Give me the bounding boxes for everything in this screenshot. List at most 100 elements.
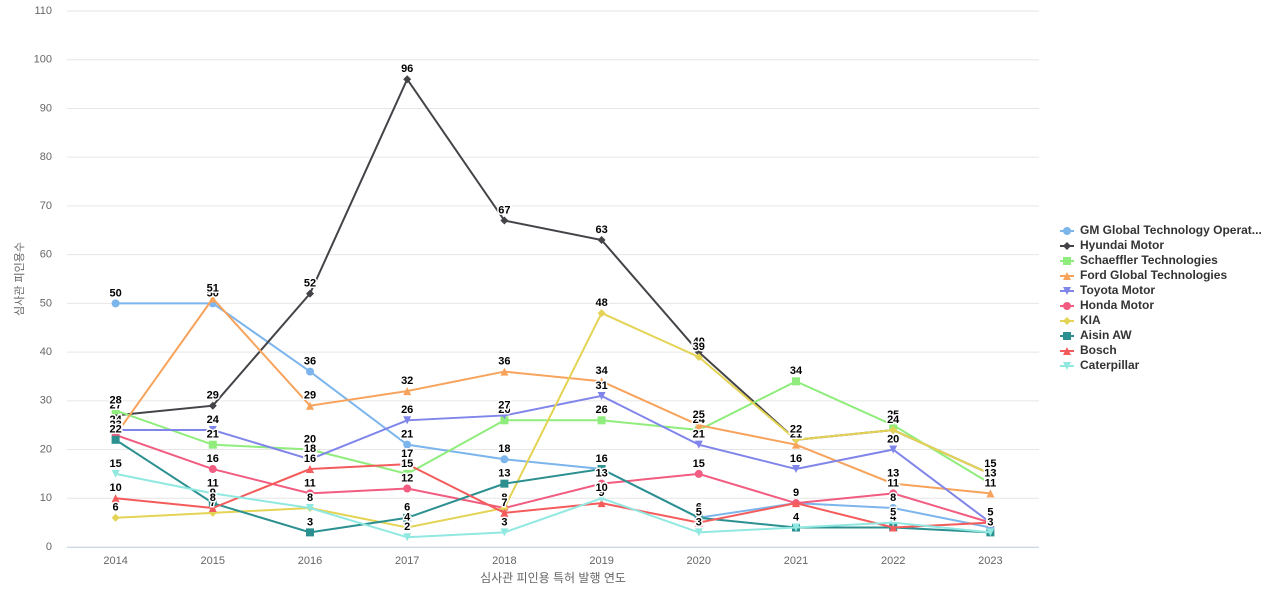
point [111, 435, 120, 444]
x-tick-label: 2023 [978, 555, 1002, 567]
data-label: 21 [693, 429, 705, 441]
data-label: 15 [984, 458, 996, 470]
series [111, 75, 995, 478]
point [500, 528, 509, 537]
series [111, 294, 995, 498]
point [111, 469, 120, 478]
data-label: 32 [401, 375, 413, 387]
legend-marker [1063, 302, 1071, 310]
data-label: 6 [696, 502, 702, 514]
point [792, 435, 800, 444]
data-label: 26 [498, 404, 510, 416]
series [111, 469, 995, 542]
point [597, 499, 606, 508]
series [111, 460, 995, 532]
y-axis-title: 심사관 피인용수 [13, 242, 26, 316]
data-label: 11 [304, 477, 316, 489]
data-label: 18 [498, 443, 510, 455]
data-label: 5 [696, 507, 702, 519]
data-label: 5 [987, 507, 993, 519]
series-line [115, 394, 992, 524]
legend-label: GM Global Technology Operat... [1080, 223, 1262, 237]
point [597, 236, 606, 245]
legend-label: Aisin AW [1080, 328, 1132, 342]
point [694, 426, 703, 435]
x-tick-label: 2015 [201, 555, 225, 567]
data-label: 8 [501, 492, 507, 504]
data-label: 13 [984, 468, 996, 480]
data-label: 22 [109, 424, 121, 436]
legend-marker [1063, 332, 1071, 340]
data-label: 3 [307, 516, 313, 528]
series-line [115, 463, 991, 529]
data-label: 3 [987, 516, 993, 528]
point [694, 348, 703, 357]
data-label: 4 [793, 511, 800, 523]
point [500, 416, 509, 425]
data-label: 11 [985, 477, 997, 489]
data-label: 29 [304, 390, 316, 402]
point [306, 489, 314, 498]
data-label: 23 [109, 419, 121, 431]
data-label: 48 [595, 297, 607, 309]
point [306, 445, 314, 454]
data-label: 39 [693, 341, 705, 353]
data-label: 4 [987, 511, 994, 523]
point [306, 528, 314, 537]
data-label: 24 [207, 414, 220, 426]
point [208, 504, 217, 513]
point [500, 504, 509, 513]
data-label: 20 [887, 433, 899, 445]
point [403, 469, 412, 478]
series-line [114, 296, 991, 495]
data-label: 6 [696, 502, 702, 514]
data-label: 4 [793, 511, 800, 523]
series-line [115, 438, 991, 534]
data-label: 12 [401, 472, 413, 484]
y-tick-label: 20 [40, 443, 52, 455]
data-label: 6 [404, 502, 410, 514]
data-label: 50 [207, 287, 219, 299]
data-label: 18 [304, 443, 316, 455]
point [306, 367, 314, 376]
point [889, 479, 898, 488]
point [889, 421, 898, 430]
series [111, 309, 995, 532]
data-label: 10 [595, 482, 607, 494]
data-label: 50 [109, 287, 121, 299]
data-label: 17 [401, 448, 413, 460]
data-label: 5 [987, 507, 993, 519]
y-tick-label: 70 [40, 200, 52, 212]
x-tick-label: 2021 [784, 555, 808, 567]
data-label: 9 [793, 487, 799, 499]
point [597, 479, 606, 488]
data-label: 4 [890, 511, 897, 523]
point [403, 460, 412, 469]
data-label: 15 [109, 458, 121, 470]
point [208, 465, 217, 474]
data-label: 9 [210, 487, 216, 499]
point [694, 352, 703, 361]
point [597, 465, 606, 474]
y-tick-label: 50 [40, 297, 52, 309]
data-label: 4 [404, 511, 411, 523]
point [986, 518, 995, 527]
data-label: 11 [887, 477, 899, 489]
data-label: 24 [693, 414, 706, 426]
data-label: 15 [984, 458, 996, 470]
point [889, 489, 898, 498]
data-label: 15 [693, 458, 705, 470]
data-label: 34 [595, 365, 608, 377]
data-label: 21 [207, 429, 219, 441]
data-label: 27 [498, 399, 510, 411]
data-label: 6 [113, 502, 119, 514]
x-tick-label: 2019 [589, 555, 613, 567]
point [208, 440, 217, 449]
series [111, 391, 995, 527]
point [208, 426, 217, 435]
point [694, 421, 703, 430]
point [403, 533, 412, 542]
data-label: 13 [887, 468, 899, 480]
data-label: 4 [890, 511, 897, 523]
